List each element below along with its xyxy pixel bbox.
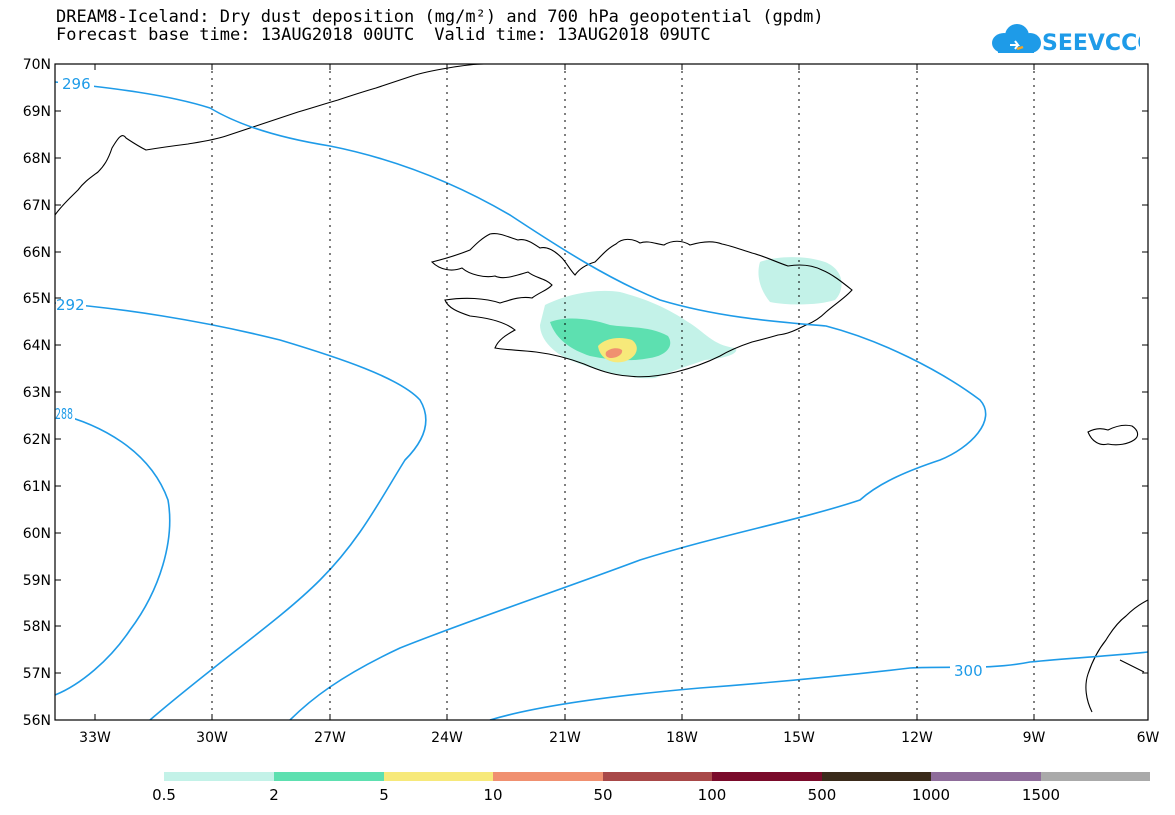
lat-label: 69N <box>23 104 51 120</box>
legend-label: 5 <box>379 786 389 804</box>
contour-label-300: 300 <box>954 662 983 680</box>
greenland-coast <box>55 64 485 216</box>
contour-296 <box>55 81 987 720</box>
iceland-coast <box>430 233 853 378</box>
scotland-coast <box>1085 599 1148 713</box>
legend-label: 500 <box>808 786 837 804</box>
legend-label: 100 <box>698 786 727 804</box>
lon-labels: 33W 30W 27W 24W 21W 18W 15W 12W 9W 6W <box>79 730 1159 746</box>
lat-label: 64N <box>23 338 51 354</box>
lon-label: 21W <box>549 730 581 746</box>
legend-label: 1000 <box>912 786 950 804</box>
legend-label: 0.5 <box>152 786 176 804</box>
legend-swatch <box>164 772 274 781</box>
lon-label: 15W <box>783 730 815 746</box>
lat-label: 60N <box>23 526 51 542</box>
lat-label: 65N <box>23 291 51 307</box>
lat-label: 56N <box>23 713 51 729</box>
map-frame <box>54 63 1149 721</box>
logo-text: SEEVCCC <box>1042 31 1140 56</box>
lon-label: 9W <box>1023 730 1046 746</box>
legend-label: 1500 <box>1022 786 1060 804</box>
lat-labels: 70N 69N 68N 67N 66N 65N 64N 63N 62N 61N … <box>23 57 51 729</box>
map-title: DREAM8-Iceland: Dry dust deposition (mg/… <box>56 7 824 27</box>
contour-288 <box>55 412 171 696</box>
geopotential-contours <box>55 81 1148 720</box>
lat-label: 68N <box>23 151 51 167</box>
legend-swatch <box>712 772 822 781</box>
legend-swatch <box>822 772 931 781</box>
lat-label: 70N <box>23 57 51 73</box>
legend-labels: 0.5 2 5 10 50 100 500 1000 1500 <box>152 786 1060 804</box>
lat-label: 57N <box>23 666 51 682</box>
lat-label: 59N <box>23 573 51 589</box>
lat-label: 66N <box>23 245 51 261</box>
contour-292 <box>55 302 427 720</box>
map-subtitle: Forecast base time: 13AUG2018 00UTC Valid… <box>56 26 711 44</box>
legend-swatch <box>931 772 1041 781</box>
lon-label: 18W <box>666 730 698 746</box>
forecast-base-time: Forecast base time: 13AUG2018 00UTC <box>56 25 415 45</box>
seevccc-logo: SEEVCCC <box>992 24 1140 56</box>
cloud-icon <box>992 24 1041 53</box>
legend-swatch <box>1041 772 1150 781</box>
legend-swatch <box>493 772 603 781</box>
lat-label: 58N <box>23 619 51 635</box>
lon-label: 33W <box>79 730 111 746</box>
dust-deposition-layer <box>540 257 842 379</box>
contour-labels: 296 292 288 300 <box>55 74 986 680</box>
lon-label: 6W <box>1137 730 1160 746</box>
lat-label: 62N <box>23 432 51 448</box>
dust-area-light-east <box>758 257 842 305</box>
lon-label: 12W <box>901 730 933 746</box>
lon-label: 27W <box>314 730 346 746</box>
legend-colorbar <box>164 772 1150 781</box>
lat-axis <box>55 63 1148 674</box>
coastlines <box>55 64 1148 713</box>
contour-300 <box>489 651 1148 720</box>
contour-label-288: 288 <box>55 405 73 423</box>
lat-label: 61N <box>23 479 51 495</box>
lon-label: 30W <box>196 730 228 746</box>
legend-swatch <box>603 772 712 781</box>
contour-label-292: 292 <box>56 296 85 314</box>
lon-axis <box>94 64 1035 720</box>
lon-label: 24W <box>431 730 463 746</box>
legend-swatch <box>274 772 384 781</box>
lon-grid <box>211 64 1035 720</box>
legend-swatch <box>384 772 493 781</box>
faroe-islands <box>1087 424 1139 446</box>
legend-label: 10 <box>483 786 502 804</box>
contour-label-296: 296 <box>62 75 91 93</box>
valid-time: Valid time: 13AUG2018 09UTC <box>434 25 711 45</box>
legend-label: 2 <box>269 786 279 804</box>
legend-label: 50 <box>593 786 612 804</box>
lat-label: 63N <box>23 385 51 401</box>
dust-area-orange <box>605 348 623 358</box>
lat-label: 67N <box>23 198 51 214</box>
